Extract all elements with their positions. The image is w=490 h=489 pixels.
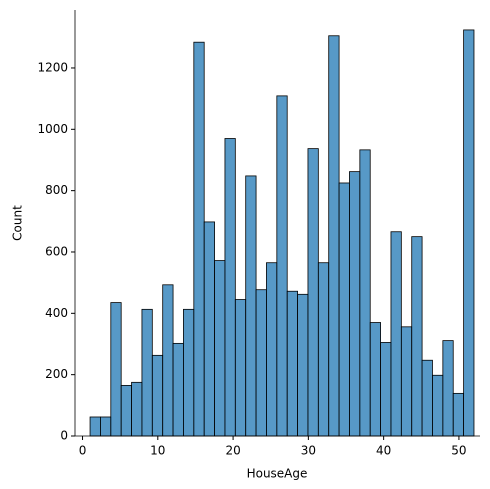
bar [234, 299, 247, 437]
bar [400, 326, 413, 437]
bar [411, 236, 423, 437]
bar [349, 171, 361, 437]
bar [297, 293, 309, 437]
y-tick-label: 200 [45, 367, 68, 381]
bar [359, 149, 371, 437]
x-tick-label: 30 [301, 444, 316, 458]
bar [307, 148, 319, 437]
x-tick-label: 50 [451, 444, 466, 458]
bar [110, 302, 122, 437]
y-tick-label: 1000 [37, 122, 68, 136]
y-axis-label: Count [11, 205, 25, 241]
bar [89, 416, 101, 437]
bar [266, 262, 278, 437]
bar [338, 182, 350, 437]
bar [452, 392, 465, 437]
bar [276, 95, 288, 437]
bar [172, 342, 184, 437]
bar [193, 41, 205, 437]
bar [245, 175, 257, 437]
bar [432, 374, 444, 437]
bar [255, 289, 267, 437]
bar [120, 384, 132, 437]
bar [214, 260, 226, 437]
y-tick-label: 400 [45, 306, 68, 320]
y-tick-label: 800 [45, 183, 68, 197]
bar [390, 231, 402, 437]
bar [421, 359, 433, 437]
bar [380, 342, 392, 437]
bar [151, 354, 164, 437]
bar [369, 322, 381, 437]
bar [328, 35, 340, 437]
y-tick-label: 1200 [37, 60, 68, 74]
bar [141, 308, 153, 437]
bar [442, 340, 454, 437]
bar [131, 381, 143, 437]
x-tick-label: 40 [376, 444, 391, 458]
x-tick-label: 20 [225, 444, 240, 458]
bar [224, 138, 236, 437]
bar [162, 284, 174, 437]
x-tick-label: 0 [79, 444, 87, 458]
y-tick-label: 0 [60, 429, 68, 443]
bar [183, 308, 195, 437]
bar [463, 29, 475, 437]
bar [203, 221, 215, 437]
y-tick-label: 600 [45, 244, 68, 258]
x-tick-label: 10 [150, 444, 165, 458]
bar [100, 416, 112, 437]
bar [317, 262, 330, 437]
x-axis-label: HouseAge [247, 467, 308, 481]
bar [286, 290, 298, 437]
